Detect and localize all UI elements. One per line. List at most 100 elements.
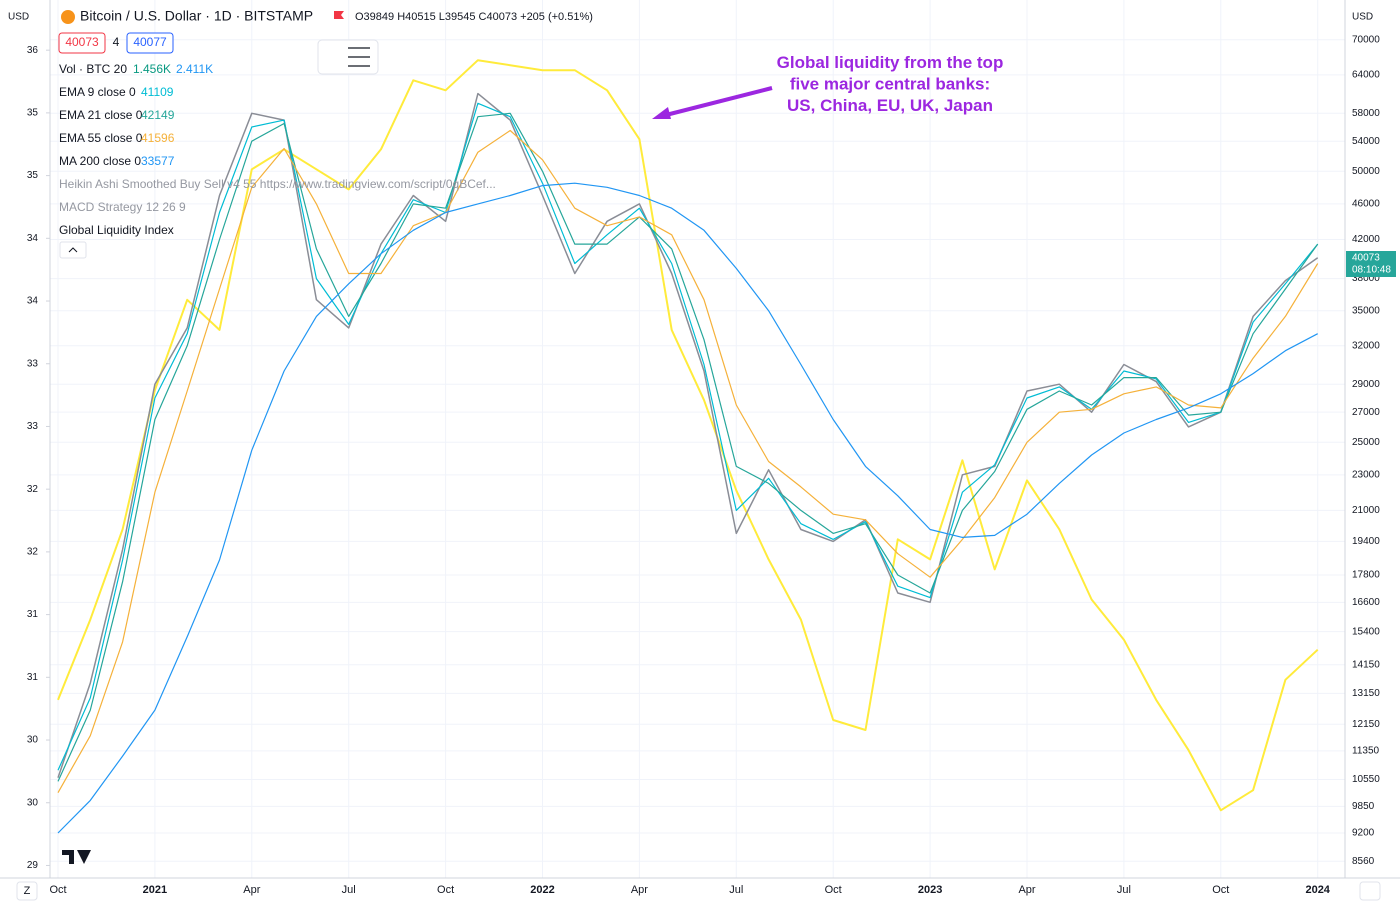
ma-line bbox=[57, 112, 1319, 782]
y2-tick-label: 33 bbox=[27, 421, 39, 432]
ma-line bbox=[57, 102, 1319, 771]
annotation-arrow bbox=[661, 86, 773, 118]
annotation-line-1: Global liquidity from the top five major … bbox=[777, 53, 1004, 115]
grid bbox=[50, 0, 1345, 878]
sell-price[interactable]: 40073 bbox=[65, 35, 99, 49]
legend-value: 41596 bbox=[141, 131, 175, 145]
x-tick-label: 2021 bbox=[143, 884, 167, 896]
y-tick-label: 15400 bbox=[1352, 626, 1380, 637]
x-tick-label: Jul bbox=[729, 884, 743, 896]
y2-tick-label: 32 bbox=[27, 547, 39, 558]
spread: 4 bbox=[113, 35, 120, 49]
last-price: 40073 bbox=[1352, 253, 1380, 264]
y-tick-label: 23000 bbox=[1352, 469, 1380, 480]
x-tick-label: Apr bbox=[243, 884, 260, 896]
zoom-button[interactable] bbox=[16, 881, 38, 901]
y2-tick-label: 35 bbox=[27, 170, 39, 181]
y-tick-label: 11350 bbox=[1352, 746, 1380, 757]
y2-tick-label: 34 bbox=[27, 233, 39, 244]
legend-text: Vol · BTC 20 bbox=[59, 62, 127, 76]
y2-tick-label: 36 bbox=[27, 45, 39, 56]
y-tick-label: 58000 bbox=[1352, 108, 1380, 119]
y2-tick-label: 32 bbox=[27, 484, 39, 495]
y-tick-label: 14150 bbox=[1352, 659, 1380, 670]
legend-value: 1.456K bbox=[133, 62, 171, 76]
y-tick-label: 54000 bbox=[1352, 136, 1380, 147]
legend-name: Global Liquidity Index bbox=[59, 223, 174, 237]
y-tick-label: 46000 bbox=[1352, 199, 1380, 210]
y2-tick-label: 35 bbox=[27, 108, 39, 119]
y-tick-label: 10550 bbox=[1352, 774, 1380, 785]
x-tick-label: 2023 bbox=[918, 884, 942, 896]
x-tick-label: Oct bbox=[1212, 884, 1229, 896]
legend-value: 41109 bbox=[141, 85, 174, 99]
x-tick-label: 2024 bbox=[1305, 884, 1330, 896]
y2-tick-label: 33 bbox=[27, 358, 39, 369]
legend-value: 33577 bbox=[141, 154, 175, 168]
legend-name: EMA 21 close 0 bbox=[59, 108, 143, 122]
y-tick-label: 50000 bbox=[1352, 166, 1380, 177]
btc-icon bbox=[61, 10, 75, 24]
flag-icon bbox=[334, 11, 344, 19]
y-tick-label: 27000 bbox=[1352, 407, 1380, 418]
zoom-label[interactable]: Z bbox=[24, 885, 31, 897]
y2-tick-label: 34 bbox=[27, 296, 39, 307]
liquidity-line bbox=[57, 59, 1319, 812]
toolbar-icon bbox=[348, 47, 370, 67]
legend-name: EMA 9 close 0 bbox=[59, 85, 136, 99]
y-tick-label: 9850 bbox=[1352, 801, 1375, 812]
price-line bbox=[57, 92, 1319, 778]
x-tick-label: Oct bbox=[49, 884, 66, 896]
y-tick-label: 21000 bbox=[1352, 505, 1380, 516]
y-tick-label: 17800 bbox=[1352, 570, 1380, 581]
legend: Vol · BTC 20 1.456K 2.411K EMA 9 close 0 411… bbox=[59, 62, 496, 237]
ma-line bbox=[57, 129, 1319, 793]
settings-button[interactable] bbox=[1359, 881, 1381, 901]
annotation-row: US, China, EU, UK, Japan bbox=[787, 96, 993, 115]
left-currency: USD bbox=[8, 12, 29, 23]
axes: 70000 64000 58000 54000 50000 46000 42000 38000… bbox=[27, 34, 1380, 895]
annotation-row: Global liquidity from the top bbox=[777, 53, 1004, 72]
ma-line bbox=[57, 182, 1318, 834]
sell-button[interactable] bbox=[58, 32, 106, 54]
x-tick-label: 2022 bbox=[530, 884, 554, 896]
y-tick-label: 13150 bbox=[1352, 688, 1380, 699]
buy-button[interactable] bbox=[126, 32, 174, 54]
symbol-title: Bitcoin / U.S. Dollar · 1D · BITSTAMP bbox=[80, 8, 313, 24]
buy-price[interactable]: 40077 bbox=[133, 35, 167, 49]
x-tick-label: Apr bbox=[631, 884, 648, 896]
y-tick-label: 19400 bbox=[1352, 536, 1380, 547]
legend-text: MACD Strategy 12 26 9 bbox=[59, 200, 186, 214]
y-tick-label: 35000 bbox=[1352, 305, 1380, 316]
x-tick-label: Apr bbox=[1018, 884, 1035, 896]
y-tick-label: 16600 bbox=[1352, 597, 1380, 608]
right-currency: USD bbox=[1352, 12, 1373, 23]
ohlc: O39849 H40515 L39545 C40073 +205 (+0.51%… bbox=[355, 11, 593, 23]
x-tick-label: Oct bbox=[825, 884, 842, 896]
plot bbox=[57, 59, 1319, 834]
countdown: 08:10:48 bbox=[1352, 265, 1391, 276]
legend-value: 42149 bbox=[141, 108, 175, 122]
x-tick-label: Jul bbox=[1117, 884, 1131, 896]
y-tick-label: 32000 bbox=[1352, 340, 1380, 351]
y2-tick-label: 31 bbox=[27, 609, 39, 620]
y2-tick-label: 31 bbox=[27, 672, 39, 683]
y-tick-label: 70000 bbox=[1352, 34, 1380, 45]
y2-tick-label: 30 bbox=[27, 735, 39, 746]
tv-logo bbox=[62, 850, 91, 864]
annotation-row: five major central banks: bbox=[790, 75, 990, 94]
legend-text: Heikin Ashi Smoothed Buy Sell v4 55 http… bbox=[59, 177, 496, 191]
y2-tick-label: 30 bbox=[27, 797, 39, 808]
legend-name: MA 200 close 0 bbox=[59, 154, 141, 168]
y-tick-label: 42000 bbox=[1352, 234, 1380, 245]
collapse-icon bbox=[68, 247, 78, 253]
collapse-legend[interactable] bbox=[59, 241, 87, 259]
y-tick-label: 29000 bbox=[1352, 379, 1380, 390]
y-tick-label: 64000 bbox=[1352, 69, 1380, 80]
legend-value: 2.411K bbox=[176, 62, 213, 76]
y-tick-label: 38000 bbox=[1352, 273, 1380, 284]
y-tick-label: 9200 bbox=[1352, 828, 1375, 839]
x-tick-label: Oct bbox=[437, 884, 454, 896]
